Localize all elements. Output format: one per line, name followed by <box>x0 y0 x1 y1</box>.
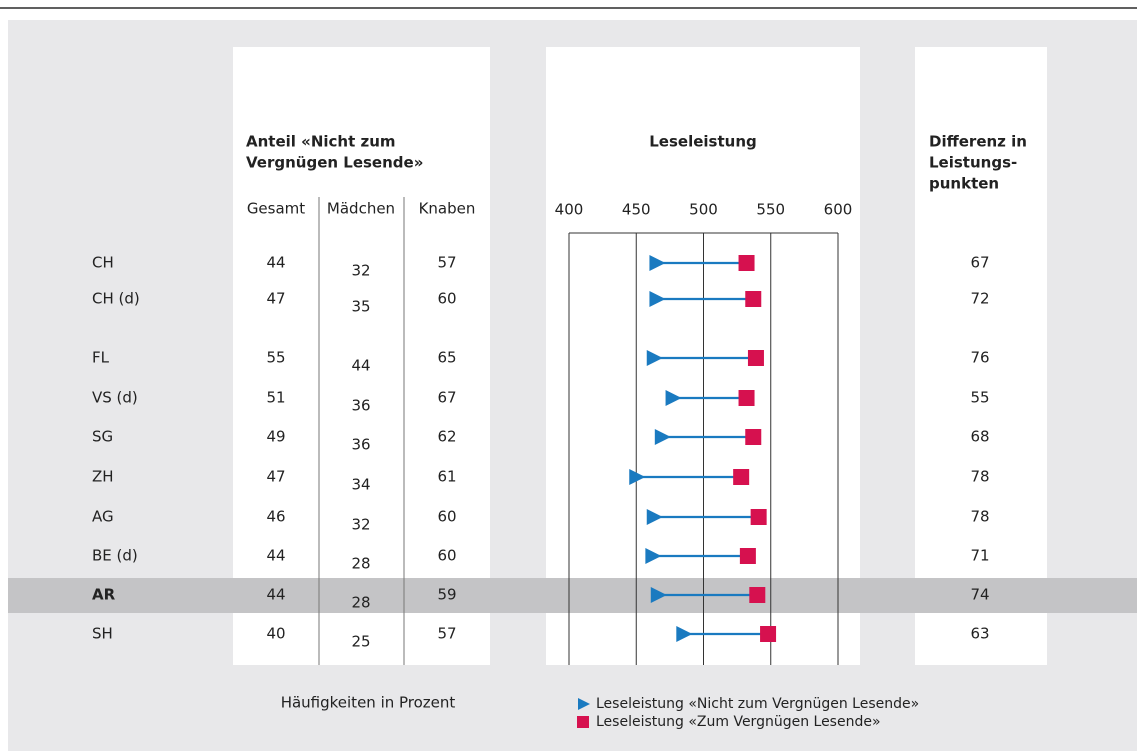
table-title: Vergnügen Lesende» <box>246 154 423 172</box>
triangle-marker <box>665 390 682 406</box>
legend-marker <box>577 716 589 728</box>
row-label: VS (d) <box>92 389 138 407</box>
table-cell: 36 <box>351 436 370 454</box>
square-marker <box>760 626 777 642</box>
x-tick-label: 550 <box>756 201 785 219</box>
table-cell: 49 <box>266 428 285 446</box>
table-cell: 55 <box>266 349 285 367</box>
table-cell: 61 <box>437 468 456 486</box>
table-cell: 67 <box>437 389 456 407</box>
table-cell: 32 <box>351 516 370 534</box>
triangle-marker <box>676 626 693 642</box>
table-cell: 57 <box>437 254 456 272</box>
table-cell: 65 <box>437 349 456 367</box>
column-header: Mädchen <box>327 200 395 218</box>
square-marker <box>749 587 766 603</box>
difference-value: 67 <box>970 254 989 272</box>
table-cell: 46 <box>266 508 285 526</box>
difference-value: 78 <box>970 508 989 526</box>
row-label: SG <box>92 428 113 446</box>
square-marker <box>750 509 767 525</box>
difference-value: 71 <box>970 547 989 565</box>
column-header: Gesamt <box>247 200 305 218</box>
triangle-marker <box>649 255 666 271</box>
table-cell: 60 <box>437 547 456 565</box>
table-cell: 60 <box>437 508 456 526</box>
triangle-marker <box>645 548 662 564</box>
x-tick-label: 600 <box>824 201 853 219</box>
table-cell: 59 <box>437 586 456 604</box>
x-tick-label: 450 <box>622 201 651 219</box>
table-cell: 47 <box>266 468 285 486</box>
square-marker <box>733 469 750 485</box>
table-cell: 28 <box>351 555 370 573</box>
table-cell: 57 <box>437 625 456 643</box>
difference-value: 68 <box>970 428 989 446</box>
table-title: Anteil «Nicht zum <box>246 133 396 151</box>
x-tick-label: 400 <box>555 201 584 219</box>
table-cell: 25 <box>351 633 370 651</box>
triangle-marker <box>654 429 671 445</box>
row-label: SH <box>92 625 113 643</box>
table-cell: 44 <box>266 254 285 272</box>
triangle-marker <box>649 291 666 307</box>
difference-value: 63 <box>970 625 989 643</box>
triangle-marker <box>650 587 667 603</box>
table-cell: 35 <box>351 298 370 316</box>
table-cell: 44 <box>266 586 285 604</box>
table-panel <box>233 47 490 665</box>
table-cell: 44 <box>266 547 285 565</box>
row-label: CH <box>92 254 114 272</box>
table-cell: 62 <box>437 428 456 446</box>
x-tick-label: 500 <box>689 201 718 219</box>
difference-title: punkten <box>929 175 999 193</box>
difference-value: 74 <box>970 586 989 604</box>
row-label: AR <box>92 586 116 604</box>
triangle-marker <box>646 509 663 525</box>
row-label: BE (d) <box>92 547 138 565</box>
table-cell: 34 <box>351 476 370 494</box>
table-cell: 47 <box>266 290 285 308</box>
table-cell: 32 <box>351 262 370 280</box>
table-cell: 40 <box>266 625 285 643</box>
square-marker <box>745 429 762 445</box>
difference-value: 72 <box>970 290 989 308</box>
square-marker <box>738 255 755 271</box>
square-marker <box>738 390 755 406</box>
legend-marker <box>578 698 590 710</box>
triangle-marker <box>646 350 663 366</box>
difference-title: Leistungs- <box>929 154 1017 172</box>
legend-label: Leseleistung «Zum Vergnügen Lesende» <box>596 714 881 730</box>
table-cell: 44 <box>351 357 370 375</box>
difference-title: Differenz in <box>929 133 1027 151</box>
square-marker <box>747 350 764 366</box>
row-label: AG <box>92 508 114 526</box>
difference-panel <box>915 47 1047 665</box>
table-note: Häufigkeiten in Prozent <box>281 694 456 712</box>
difference-value: 55 <box>970 389 989 407</box>
row-label: CH (d) <box>92 290 140 308</box>
difference-value: 76 <box>970 349 989 367</box>
highlight-band <box>8 578 1137 613</box>
table-cell: 36 <box>351 397 370 415</box>
chart-title: Leseleistung <box>649 133 756 151</box>
column-header: Knaben <box>419 200 476 218</box>
row-label: ZH <box>92 468 114 486</box>
triangle-marker <box>629 469 646 485</box>
table-cell: 60 <box>437 290 456 308</box>
square-marker <box>745 291 762 307</box>
difference-value: 78 <box>970 468 989 486</box>
table-cell: 28 <box>351 594 370 612</box>
square-marker <box>739 548 756 564</box>
row-label: FL <box>92 349 110 367</box>
table-cell: 51 <box>266 389 285 407</box>
legend-label: Leseleistung «Nicht zum Vergnügen Lesend… <box>596 696 919 712</box>
